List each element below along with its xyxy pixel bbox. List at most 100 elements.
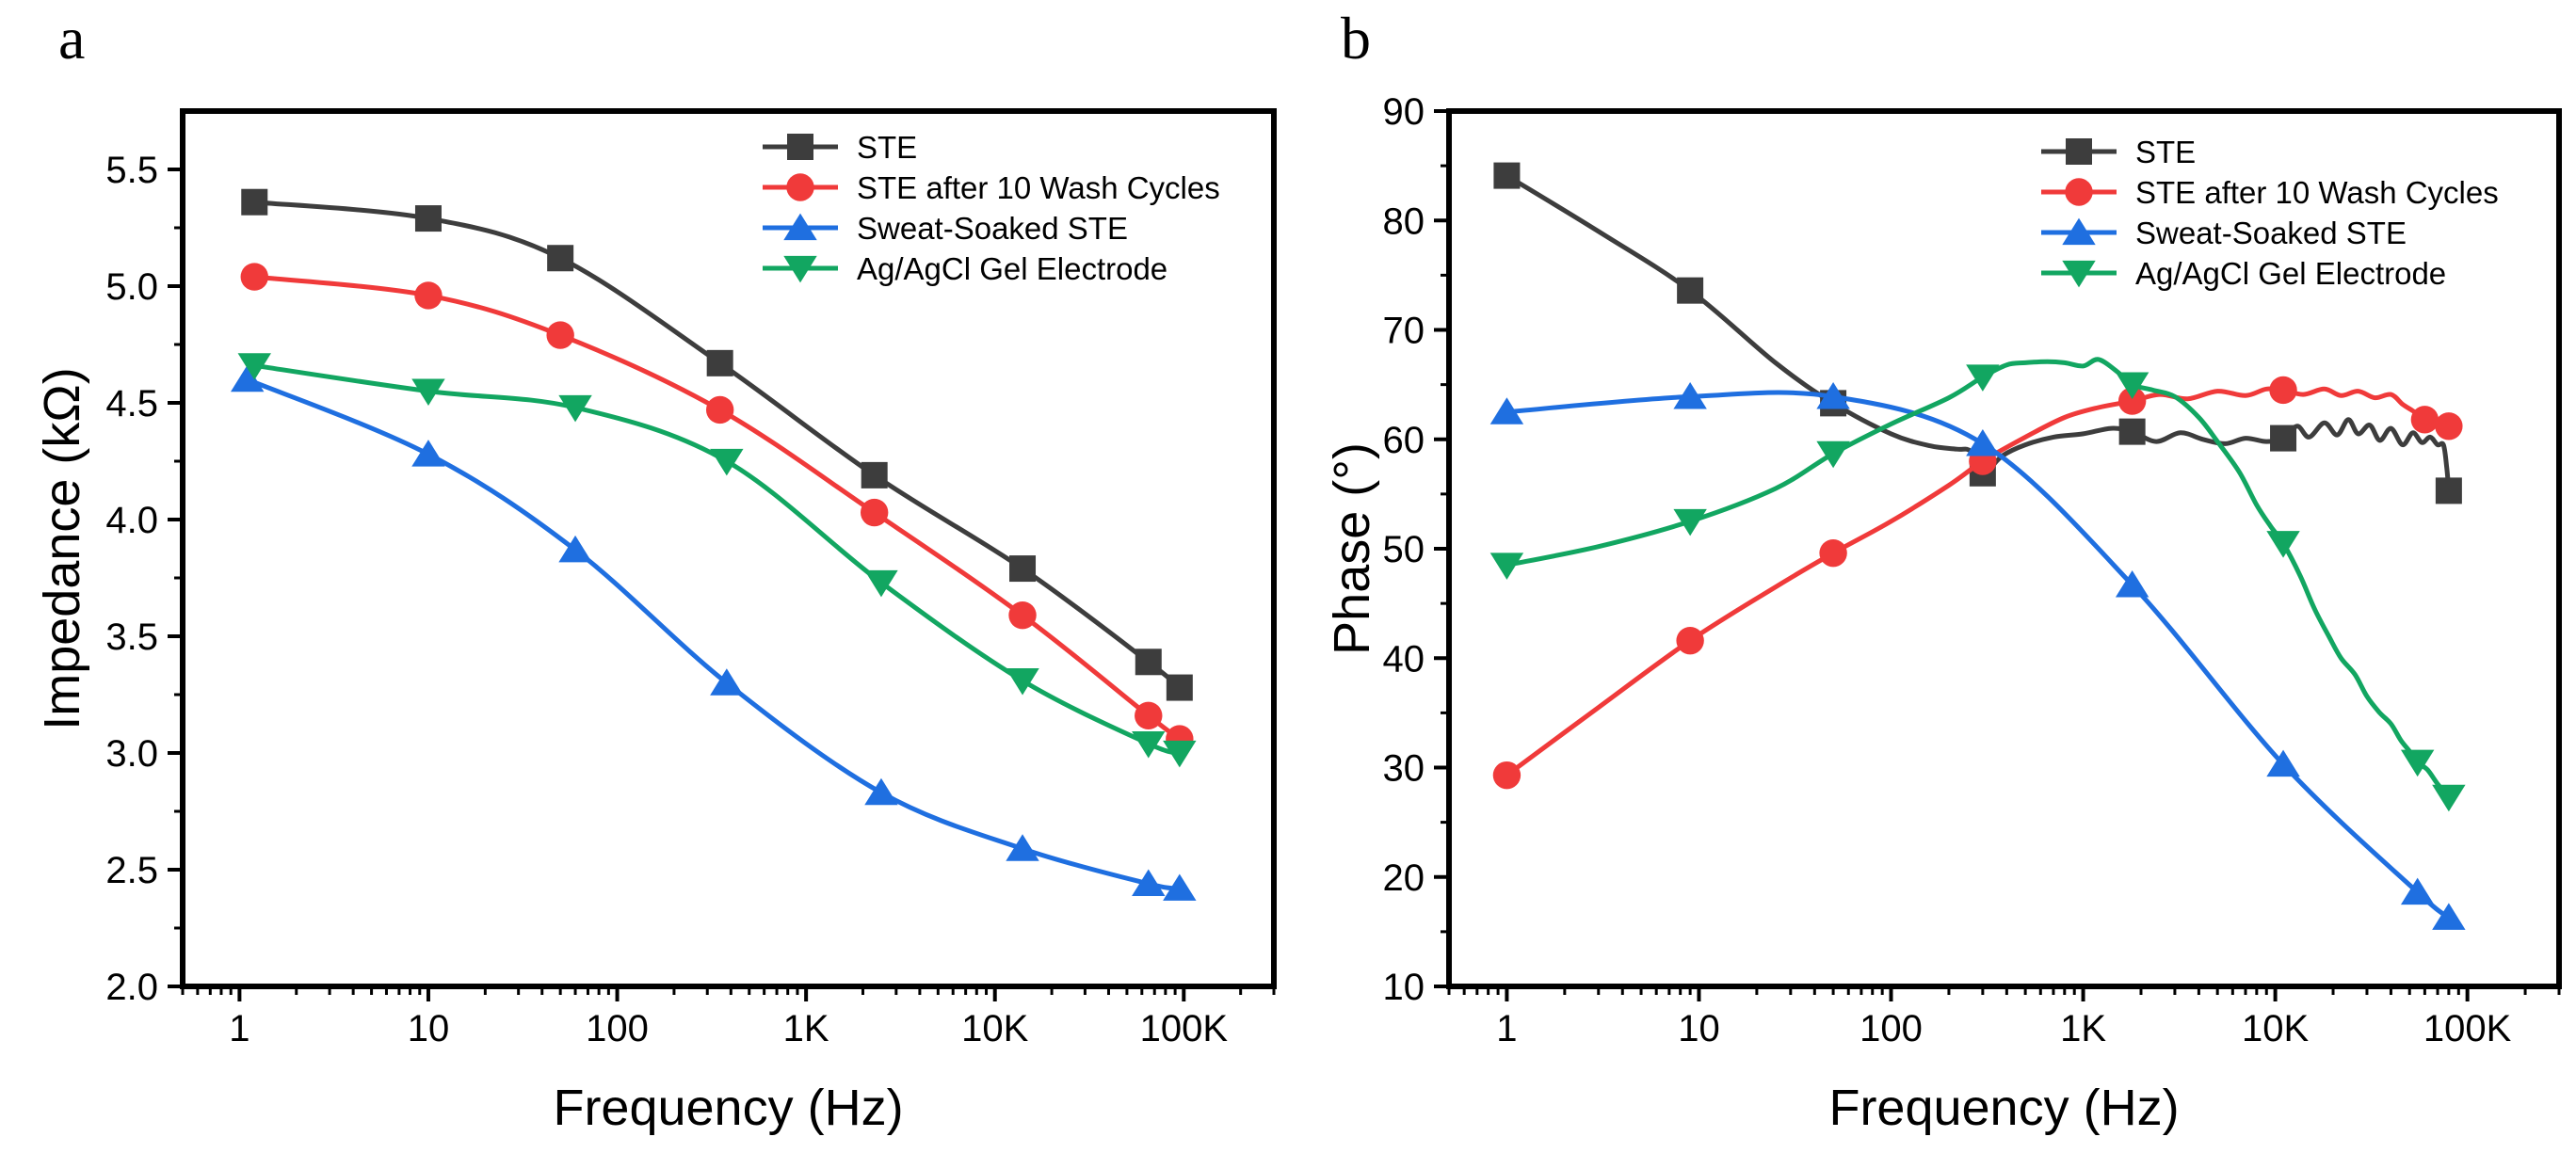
data-point-s3-3	[710, 448, 744, 476]
data-point-s3-5	[2266, 531, 2300, 558]
data-point-s1-5	[2269, 376, 2297, 405]
series-line-2	[1504, 390, 2452, 921]
data-point-s2-1	[411, 440, 445, 467]
x-tick-label: 100K	[1140, 1008, 1229, 1049]
data-point-s2-6	[1132, 869, 1166, 896]
data-point-s1-4	[2117, 387, 2147, 415]
legend-marker	[787, 134, 813, 160]
data-point-s2-1	[1673, 382, 1707, 409]
data-point-s3-3	[1966, 364, 2000, 392]
x-tick-label: 1K	[2060, 1008, 2106, 1049]
data-point-s0-7	[1166, 674, 1193, 701]
legend-marker	[2062, 260, 2096, 288]
data-point-s1-3	[705, 395, 734, 424]
data-point-s0-6	[2435, 477, 2462, 504]
y-tick-label: 2.5	[105, 850, 158, 891]
legend-label: Sweat-Soaked STE	[2135, 216, 2407, 250]
data-point-s1-6	[2410, 406, 2439, 434]
x-tick-label: 1	[1496, 1008, 1517, 1049]
data-point-s1-0	[240, 263, 268, 291]
legend-marker	[2065, 178, 2093, 206]
data-point-s2-2	[558, 535, 592, 563]
series-line-0	[1504, 173, 2452, 493]
data-point-s3-6	[1132, 730, 1166, 759]
data-point-s0-0	[1493, 162, 1521, 189]
y-tick-label: 5.0	[105, 266, 158, 308]
panel-label-b: b	[1341, 5, 1371, 72]
data-point-s3-0	[237, 353, 271, 380]
data-point-s2-4	[864, 777, 898, 806]
data-point-s2-3	[710, 668, 744, 696]
x-tick-label: 1K	[783, 1008, 829, 1049]
data-point-s3-5	[1006, 668, 1039, 696]
legend-label: STE after 10 Wash Cycles	[2135, 175, 2499, 210]
legend: STE STE after 10 Wash Cycles Sweat-Soaked …	[2041, 135, 2499, 291]
data-point-s3-4	[864, 569, 898, 598]
data-point-s1-2	[1819, 538, 1847, 568]
legend-marker	[2062, 217, 2096, 246]
data-point-s0-0	[241, 188, 268, 216]
data-point-s1-1	[1676, 626, 1704, 655]
legend-marker	[783, 213, 817, 241]
data-point-s0-1	[1677, 277, 1704, 304]
data-point-s0-2	[547, 245, 574, 272]
data-point-s0-4	[2118, 418, 2146, 445]
x-axis-label: Frequency (Hz)	[1828, 1080, 2179, 1136]
y-tick-label: 2.0	[105, 967, 158, 1008]
data-point-s1-1	[414, 281, 443, 310]
legend: STE STE after 10 Wash Cycles Sweat-Soaked …	[763, 130, 1220, 286]
y-tick-label: 3.0	[105, 733, 158, 775]
y-axis-label: Impedance (kΩ)	[34, 367, 90, 730]
impedance-chart: 1 10 100 1K 10K 100K 2.0 2.5 3.0 3.5 4.0 4.5 5.0 5.5 F…	[34, 108, 1277, 1136]
x-tick-label: 10K	[961, 1008, 1028, 1049]
legend-marker	[2066, 138, 2092, 165]
data-point-s2-4	[2115, 569, 2149, 598]
y-tick-label: 60	[1383, 420, 1425, 461]
y-tick-label: 80	[1383, 200, 1425, 242]
phase-chart: 1 10 100 1K 10K 100K 10 20 30 40 50 60 70 80 90 Frequen…	[1324, 91, 2562, 1136]
y-tick-label: 50	[1383, 529, 1425, 570]
y-tick-label: 10	[1383, 967, 1425, 1008]
data-point-s3-2	[558, 394, 592, 423]
legend-marker	[783, 255, 817, 283]
data-point-s2-6	[2400, 877, 2435, 905]
data-point-s0-5	[2270, 424, 2297, 452]
x-tick-label: 1	[229, 1008, 250, 1049]
data-point-s1-2	[546, 321, 574, 349]
data-point-s2-7	[1163, 873, 1197, 901]
data-point-s2-3	[1966, 429, 2000, 456]
legend-label: Sweat-Soaked STE	[857, 211, 1128, 246]
data-point-s3-0	[1489, 552, 1524, 580]
data-point-s2-2	[1816, 382, 1850, 409]
y-tick-label: 30	[1383, 748, 1425, 790]
y-tick-label: 4.0	[105, 500, 158, 541]
series-line-1	[251, 274, 1183, 742]
x-tick-label: 100	[586, 1008, 649, 1049]
y-tick-label: 90	[1383, 91, 1425, 133]
data-point-s3-7	[2432, 784, 2466, 812]
y-tick-label: 20	[1383, 857, 1425, 899]
legend-label: Ag/AgCl Gel Electrode	[2135, 256, 2446, 291]
data-point-s0-5	[1009, 555, 1037, 583]
data-point-s2-0	[230, 364, 265, 392]
y-axis-label: Phase (°)	[1324, 442, 1380, 655]
y-tick-label: 4.5	[105, 383, 158, 424]
x-tick-label: 10K	[2242, 1008, 2309, 1049]
data-point-s2-7	[2432, 903, 2466, 930]
data-point-s0-6	[1135, 649, 1162, 676]
data-point-s0-3	[706, 349, 733, 376]
x-tick-label: 100K	[2423, 1008, 2512, 1049]
legend-label: STE after 10 Wash Cycles	[857, 170, 1220, 205]
data-point-s3-4	[2115, 372, 2149, 400]
data-point-s2-5	[1006, 834, 1039, 861]
panel-label-a: a	[58, 5, 85, 72]
data-point-s1-0	[1492, 761, 1521, 790]
data-point-s1-5	[1008, 601, 1037, 630]
data-point-s1-4	[860, 498, 889, 527]
series-line-3	[1504, 357, 2452, 800]
y-tick-label: 70	[1383, 311, 1425, 352]
data-point-s3-2	[1816, 440, 1850, 469]
legend-label: Ag/AgCl Gel Electrode	[857, 251, 1167, 286]
data-point-s2-5	[2266, 749, 2300, 777]
